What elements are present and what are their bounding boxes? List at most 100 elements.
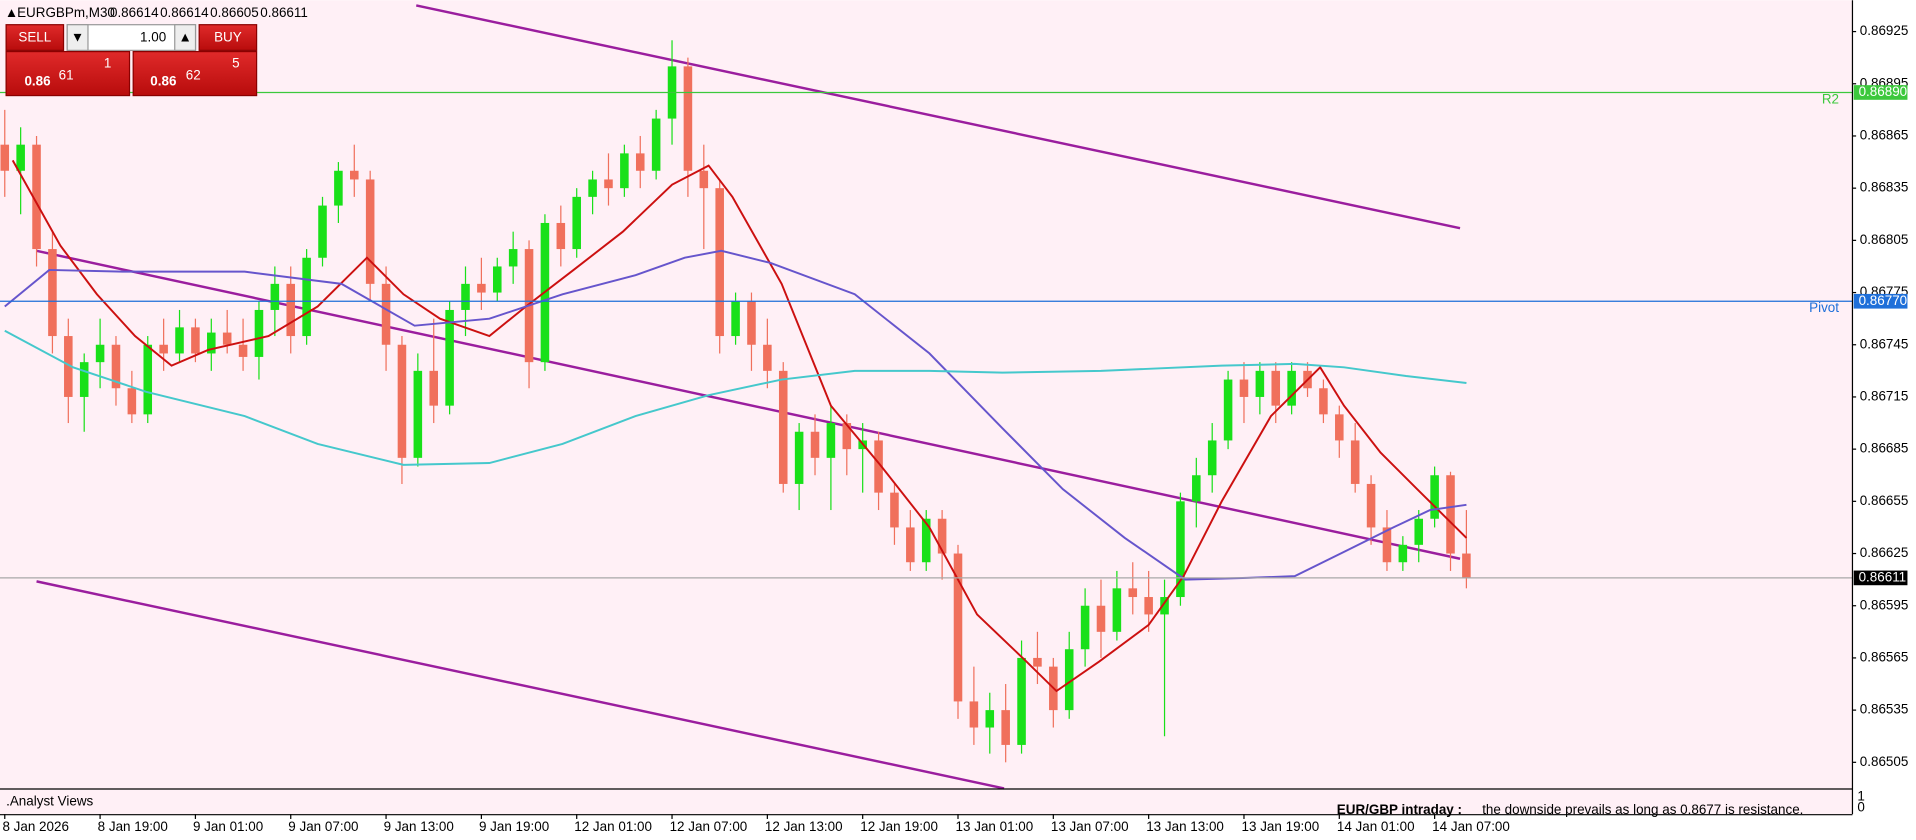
candle-body xyxy=(985,710,995,728)
candle-body xyxy=(207,332,216,354)
candle-body xyxy=(222,332,232,345)
candle-body xyxy=(143,344,153,415)
x-tick-label: 14 Jan 01:00 xyxy=(1337,819,1415,834)
candle-body xyxy=(238,344,248,357)
indicator-tick: 0 xyxy=(1857,800,1864,815)
candle-body xyxy=(572,196,581,250)
candle-body xyxy=(651,118,661,171)
candle-body xyxy=(1112,588,1122,632)
y-tick-label: 0.86925 xyxy=(1860,23,1909,38)
candle-body xyxy=(1287,370,1296,406)
candle-body xyxy=(413,370,423,458)
buy-label[interactable]: BUY xyxy=(214,30,242,45)
x-tick-label: 9 Jan 19:00 xyxy=(479,819,549,834)
candle-body xyxy=(747,301,756,345)
bid-big[interactable]: 0.86 xyxy=(24,74,50,89)
ask-big[interactable]: 0.86 xyxy=(150,74,176,89)
sell-label[interactable]: SELL xyxy=(18,30,51,45)
candle-body xyxy=(794,431,804,484)
candle-body xyxy=(492,266,502,293)
x-tick-label: 12 Jan 19:00 xyxy=(860,819,938,834)
candle-body xyxy=(1462,553,1471,578)
candle-body xyxy=(1239,379,1249,397)
candle-body xyxy=(397,344,407,458)
candle-body xyxy=(1128,588,1138,598)
candle-body xyxy=(1017,657,1026,745)
y-tick-label: 0.86595 xyxy=(1860,597,1909,612)
current-price-label: 0.86611 xyxy=(1859,569,1907,584)
candle-body xyxy=(16,144,25,171)
quote-high: 0.86614 xyxy=(160,5,209,20)
candle-body xyxy=(286,283,296,337)
candle-body xyxy=(1319,388,1328,415)
candle-body xyxy=(890,492,899,528)
candle-body xyxy=(1176,501,1185,598)
candle-body xyxy=(1192,475,1201,502)
bid-pips[interactable]: 61 xyxy=(59,68,74,83)
y-tick-label: 0.86625 xyxy=(1860,545,1909,560)
candle-body xyxy=(95,344,105,363)
x-tick-label: 13 Jan 13:00 xyxy=(1146,819,1224,834)
candle-body xyxy=(715,188,724,337)
candle-body xyxy=(1144,597,1153,615)
candle-body xyxy=(1366,483,1376,528)
indicator-name: .Analyst Views xyxy=(6,793,93,808)
candle-body xyxy=(0,144,10,171)
candle-body xyxy=(1033,657,1042,667)
sell-button[interactable] xyxy=(5,24,65,51)
ask-point[interactable]: 5 xyxy=(232,55,239,70)
candle-body xyxy=(1096,605,1106,632)
candle-body xyxy=(111,344,121,389)
candle-body xyxy=(810,431,820,458)
candle-body xyxy=(921,518,931,563)
candle-body xyxy=(1271,370,1281,406)
candle-body xyxy=(763,344,772,371)
current-price-box xyxy=(1853,570,1908,586)
y-tick-label: 0.86805 xyxy=(1860,232,1909,247)
x-tick-label: 8 Jan 19:00 xyxy=(98,819,168,834)
candle-body xyxy=(127,388,137,415)
ask-box[interactable] xyxy=(132,50,258,97)
candle-body xyxy=(826,423,836,458)
candle-body xyxy=(1001,710,1010,745)
candle-body xyxy=(318,205,327,258)
candle-body xyxy=(969,701,979,728)
bid-point[interactable]: 1 xyxy=(104,55,111,70)
candle-body xyxy=(1350,440,1360,484)
candle-body xyxy=(731,301,740,337)
candle-body xyxy=(508,249,518,267)
ask-pips[interactable]: 62 xyxy=(186,68,201,83)
candle-body xyxy=(254,309,264,357)
indicator-panel xyxy=(0,789,1853,815)
x-tick-label: 12 Jan 01:00 xyxy=(574,819,652,834)
x-tick-label: 13 Jan 19:00 xyxy=(1242,819,1320,834)
lot-up-arrow[interactable]: ▲ xyxy=(178,30,191,45)
bid-box[interactable] xyxy=(5,50,131,97)
candle-body xyxy=(1207,440,1217,476)
candle-body xyxy=(365,179,375,284)
candle-body xyxy=(937,518,947,554)
level-name: R2 xyxy=(1822,91,1839,106)
level-name: Pivot xyxy=(1809,300,1839,315)
y-tick-label: 0.86655 xyxy=(1860,493,1909,508)
candle-body xyxy=(381,283,391,345)
candle-body xyxy=(1446,475,1455,554)
candle-body xyxy=(699,170,709,189)
lot-down-arrow[interactable]: ▼ xyxy=(71,30,84,45)
candle-body xyxy=(1430,475,1439,519)
y-tick-label: 0.86865 xyxy=(1860,128,1909,143)
trendline xyxy=(36,580,1005,790)
candle-body xyxy=(1414,518,1424,545)
candle-body xyxy=(429,370,439,406)
lot-down[interactable] xyxy=(66,24,89,51)
x-tick-label: 12 Jan 07:00 xyxy=(670,819,748,834)
lot-value[interactable]: 1.00 xyxy=(140,30,166,45)
buy-button[interactable] xyxy=(198,24,258,51)
quote-low: 0.86605 xyxy=(210,5,259,20)
lot-up[interactable] xyxy=(174,24,197,51)
moving-average xyxy=(4,249,1467,581)
y-tick-label: 0.86505 xyxy=(1860,754,1909,769)
candle-body xyxy=(159,344,168,354)
trade-panel: SELL ▼ ▲ 1.00 BUY 0.86 61 1 0.86 62 5 xyxy=(5,24,258,97)
